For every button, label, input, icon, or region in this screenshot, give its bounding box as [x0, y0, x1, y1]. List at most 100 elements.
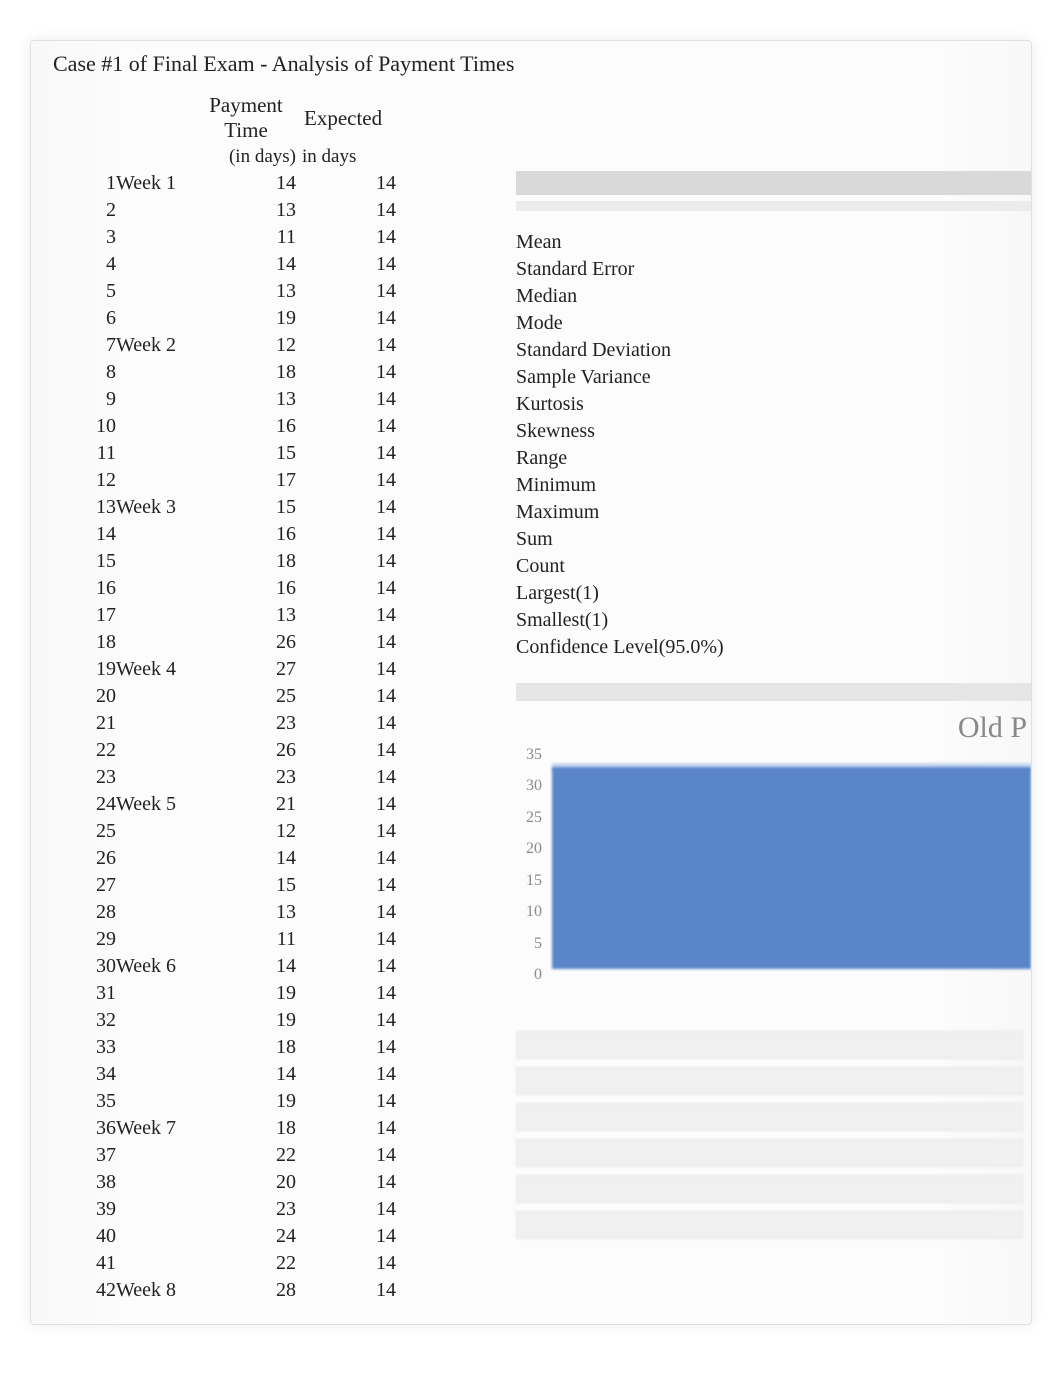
cell-expected: 14 [296, 764, 396, 791]
cell-payment: 15 [196, 494, 296, 521]
cell-week [116, 764, 196, 791]
cell-week [116, 602, 196, 629]
cell-payment: 13 [196, 197, 296, 224]
cell-payment: 13 [196, 899, 296, 926]
cell-expected: 14 [296, 224, 396, 251]
cell-payment: 27 [196, 656, 296, 683]
chart-title: Old P [516, 711, 1031, 745]
cell-index: 36 [31, 1115, 116, 1142]
col-expected-sub: in days [296, 143, 396, 170]
cell-payment: 11 [196, 926, 296, 953]
cell-week [116, 1034, 196, 1061]
cell-payment: 23 [196, 764, 296, 791]
cell-expected: 14 [296, 1115, 396, 1142]
cell-expected: 14 [296, 170, 396, 197]
blurred-row [516, 1103, 1023, 1131]
cell-payment: 24 [196, 1223, 296, 1250]
cell-expected: 14 [296, 548, 396, 575]
cell-index: 34 [31, 1061, 116, 1088]
cell-index: 21 [31, 710, 116, 737]
cell-index: 35 [31, 1088, 116, 1115]
table-subheader-row: (in days) in days [31, 143, 396, 170]
stats-subheader-bar [516, 201, 1031, 211]
cell-week [116, 629, 196, 656]
table-row: 42Week 82814 [31, 1277, 396, 1304]
cell-payment: 14 [196, 1061, 296, 1088]
table-header-row: Payment Time Expected [31, 93, 396, 143]
cell-expected: 14 [296, 1034, 396, 1061]
chart-y-tick: 30 [526, 777, 542, 795]
cell-index: 13 [31, 494, 116, 521]
cell-week [116, 1250, 196, 1277]
chart-y-tick: 10 [526, 903, 542, 921]
table-row: 24Week 52114 [31, 791, 396, 818]
blurred-row [516, 1175, 1023, 1203]
table-row: 321914 [31, 1007, 396, 1034]
cell-index: 10 [31, 413, 116, 440]
stats-item: Count [516, 553, 1031, 580]
cell-index: 11 [31, 440, 116, 467]
stats-item: Largest(1) [516, 580, 1031, 607]
cell-week: Week 8 [116, 1277, 196, 1304]
cell-payment: 17 [196, 467, 296, 494]
cell-index: 2 [31, 197, 116, 224]
cell-expected: 14 [296, 737, 396, 764]
cell-expected: 14 [296, 1142, 396, 1169]
blurred-region [516, 1031, 1031, 1239]
cell-index: 1 [31, 170, 116, 197]
cell-week [116, 386, 196, 413]
cell-week [116, 305, 196, 332]
stats-item: Mode [516, 310, 1031, 337]
cell-week [116, 1007, 196, 1034]
cell-week [116, 548, 196, 575]
cell-payment: 18 [196, 1115, 296, 1142]
table-row: 1Week 11414 [31, 170, 396, 197]
stats-item: Confidence Level(95.0%) [516, 634, 1031, 661]
chart-y-tick: 0 [534, 966, 542, 984]
cell-week [116, 1088, 196, 1115]
table-row: 291114 [31, 926, 396, 953]
cell-expected: 14 [296, 359, 396, 386]
table-row: 212314 [31, 710, 396, 737]
cell-expected: 14 [296, 413, 396, 440]
cell-payment: 19 [196, 980, 296, 1007]
cell-index: 42 [31, 1277, 116, 1304]
cell-expected: 14 [296, 251, 396, 278]
payment-table: Payment Time Expected (in days) in days … [31, 93, 396, 1304]
blurred-row [516, 1211, 1023, 1239]
stats-item: Mean [516, 229, 1031, 256]
cell-expected: 14 [296, 1223, 396, 1250]
cell-index: 39 [31, 1196, 116, 1223]
cell-week [116, 737, 196, 764]
cell-payment: 16 [196, 575, 296, 602]
cell-index: 25 [31, 818, 116, 845]
cell-index: 40 [31, 1223, 116, 1250]
table-row: 61914 [31, 305, 396, 332]
cell-expected: 14 [296, 386, 396, 413]
cell-week [116, 818, 196, 845]
stats-item: Median [516, 283, 1031, 310]
cell-index: 28 [31, 899, 116, 926]
cell-payment: 18 [196, 548, 296, 575]
cell-expected: 14 [296, 899, 396, 926]
table-row: 36Week 71814 [31, 1115, 396, 1142]
stats-item: Maximum [516, 499, 1031, 526]
cell-week [116, 872, 196, 899]
chart-y-tick: 15 [526, 872, 542, 890]
stats-header-bar [516, 171, 1031, 195]
table-row: 372214 [31, 1142, 396, 1169]
table-row: 392314 [31, 1196, 396, 1223]
stats-item: Kurtosis [516, 391, 1031, 418]
cell-index: 8 [31, 359, 116, 386]
cell-payment: 13 [196, 602, 296, 629]
table-row: 171314 [31, 602, 396, 629]
cell-expected: 14 [296, 575, 396, 602]
cell-week [116, 683, 196, 710]
chart-plot-area [552, 751, 1031, 991]
cell-expected: 14 [296, 197, 396, 224]
cell-index: 15 [31, 548, 116, 575]
table-row: 271514 [31, 872, 396, 899]
cell-payment: 16 [196, 413, 296, 440]
stats-item: Range [516, 445, 1031, 472]
spreadsheet-preview: Case #1 of Final Exam - Analysis of Paym… [30, 40, 1032, 1325]
